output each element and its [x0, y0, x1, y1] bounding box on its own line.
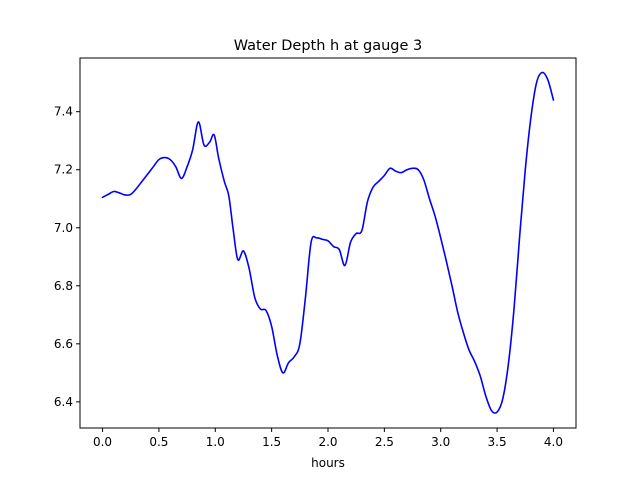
y-tick-label: 6.8 — [54, 279, 73, 293]
plot-series — [101, 71, 555, 414]
chart-title: Water Depth h at gauge 3 — [234, 38, 422, 54]
x-tick-label: 3.5 — [488, 435, 507, 449]
x-tick-label: 1.5 — [262, 435, 281, 449]
y-tick-label: 6.6 — [54, 337, 73, 351]
x-tick-label: 3.0 — [431, 435, 450, 449]
x-tick-label: 4.0 — [544, 435, 563, 449]
y-tick-label: 7.0 — [54, 221, 73, 235]
y-tick-label: 6.4 — [54, 395, 73, 409]
x-tick-label: 0.0 — [93, 435, 112, 449]
x-axis-ticks: 0.0 0.5 1.0 1.5 2.0 2.5 3.0 3.5 4.0 — [93, 428, 563, 449]
y-tick-label: 7.4 — [54, 105, 73, 119]
y-axis-ticks: 6.4 6.6 6.8 7.0 7.2 7.4 — [54, 105, 80, 409]
x-tick-label: 1.0 — [206, 435, 225, 449]
x-tick-label: 2.5 — [375, 435, 394, 449]
y-tick-label: 7.2 — [54, 163, 73, 177]
x-tick-label: 0.5 — [149, 435, 168, 449]
water-depth-line — [101, 71, 555, 414]
x-axis-label: hours — [311, 456, 345, 470]
x-tick-label: 2.0 — [318, 435, 337, 449]
plot-area-frame — [79, 57, 577, 429]
